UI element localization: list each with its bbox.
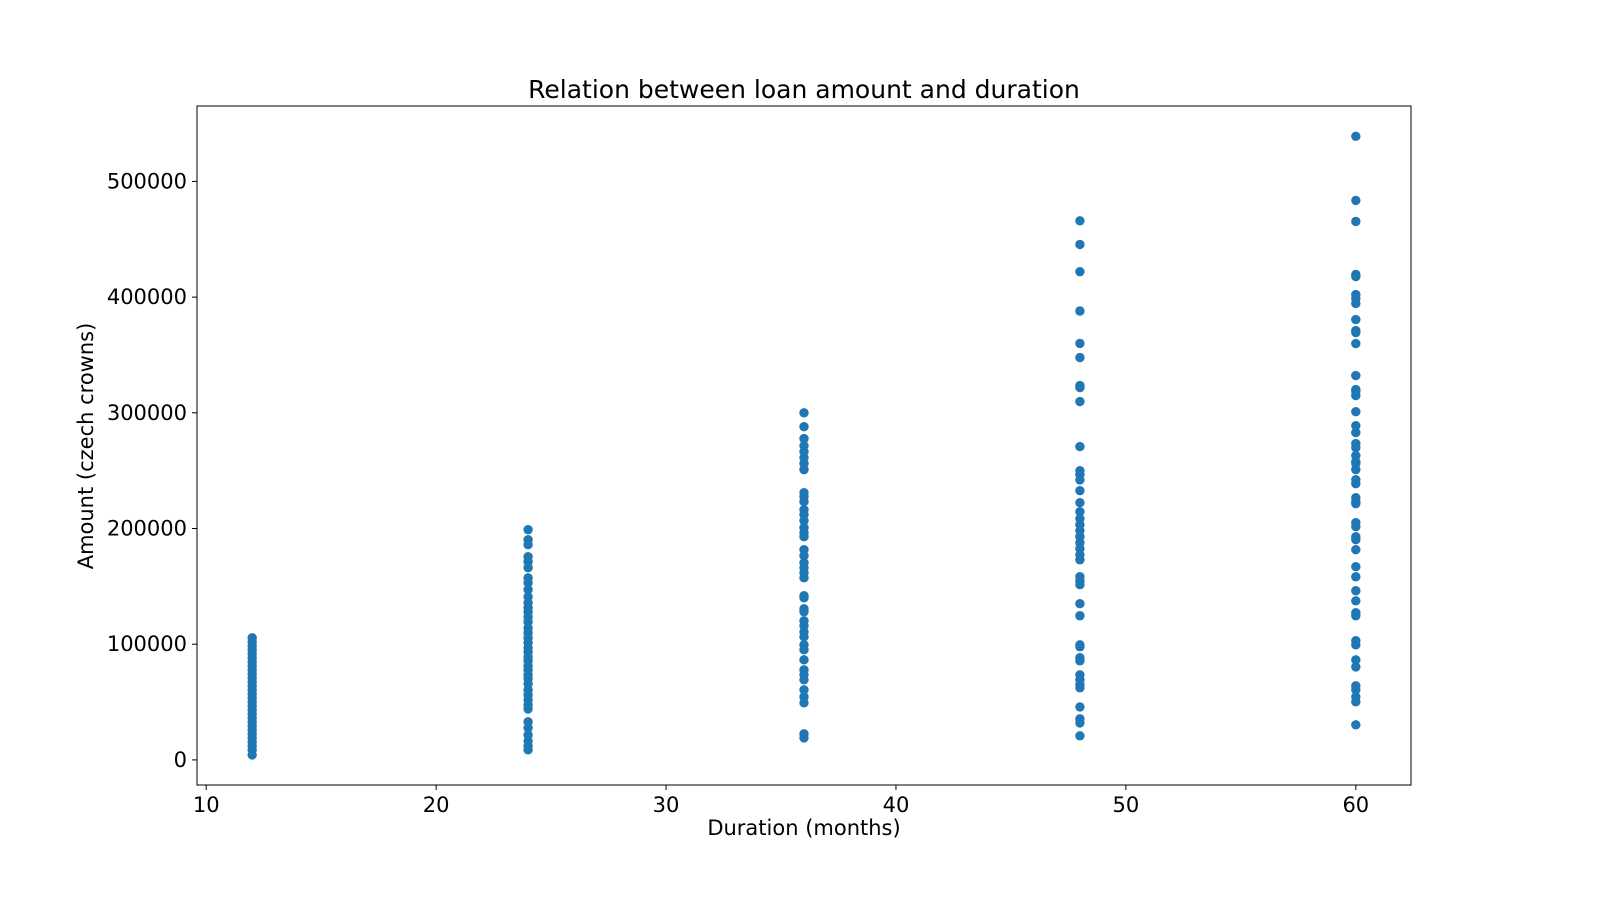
point (799, 516, 809, 526)
point (1075, 718, 1085, 728)
point (1351, 216, 1361, 227)
point (1351, 327, 1361, 338)
point (1075, 555, 1085, 565)
x-tick-label: 30 (653, 793, 680, 817)
point (1351, 338, 1361, 349)
x-tick-label: 50 (1113, 793, 1140, 817)
point (799, 685, 809, 695)
point (1075, 731, 1085, 741)
point (1351, 685, 1361, 695)
point (1075, 611, 1085, 621)
point (799, 655, 809, 665)
point (1075, 498, 1085, 508)
point (1075, 306, 1085, 316)
y-axis-label: Amount (czech crowns) (74, 323, 98, 570)
point (1351, 390, 1361, 401)
x-tick-label: 10 (193, 793, 220, 817)
point (1351, 561, 1361, 572)
point (1351, 521, 1361, 532)
point (1075, 656, 1085, 666)
point (1351, 640, 1361, 650)
point (523, 745, 533, 755)
point (1351, 131, 1361, 142)
point (1075, 338, 1085, 349)
point (1075, 507, 1085, 517)
point (1351, 611, 1361, 621)
chart-title: Relation between loan amount and duratio… (528, 75, 1080, 104)
plot-frame (196, 105, 1412, 786)
point (1351, 314, 1361, 325)
point (799, 733, 809, 743)
point (1351, 271, 1361, 282)
point (799, 408, 809, 418)
point (1351, 498, 1361, 509)
point (1351, 720, 1361, 730)
point (799, 675, 809, 685)
point (799, 632, 809, 642)
x-tick-label: 40 (883, 793, 910, 817)
point (1075, 441, 1085, 452)
y-tick-label: 200000 (107, 517, 187, 541)
point (1075, 702, 1085, 712)
point (1075, 485, 1085, 496)
point (247, 750, 257, 760)
point (1351, 478, 1361, 489)
point (799, 573, 809, 583)
y-tick-label: 100000 (107, 632, 187, 656)
point (799, 421, 809, 432)
point (799, 550, 809, 561)
point (799, 698, 809, 708)
point (1075, 216, 1085, 226)
point (1075, 642, 1085, 652)
point (1075, 396, 1085, 407)
point (799, 607, 809, 617)
point (799, 433, 809, 444)
point (523, 585, 533, 595)
point (1075, 580, 1085, 590)
point (1351, 535, 1361, 545)
x-tick-label: 20 (423, 793, 450, 817)
point (523, 524, 533, 535)
point (1075, 352, 1085, 363)
point (1351, 697, 1361, 707)
point (1351, 464, 1361, 475)
point (1075, 475, 1085, 485)
point (799, 593, 809, 603)
point (1351, 586, 1361, 596)
point (523, 578, 533, 588)
point (523, 704, 533, 714)
point (1075, 683, 1085, 693)
point (1351, 406, 1361, 417)
point (1351, 195, 1361, 206)
point (1351, 596, 1361, 606)
point (1351, 442, 1361, 453)
point (523, 563, 533, 573)
point (1351, 662, 1361, 672)
point (1075, 239, 1085, 250)
point (1075, 599, 1085, 609)
y-tick-label: 0 (174, 748, 187, 772)
point (799, 645, 809, 655)
point (523, 723, 533, 733)
y-tick-label: 400000 (107, 285, 187, 309)
point (799, 464, 809, 475)
point (1351, 370, 1361, 381)
point (1351, 655, 1361, 665)
x-tick-label: 60 (1342, 793, 1369, 817)
point (799, 532, 809, 542)
point (1351, 420, 1361, 431)
point (523, 540, 533, 550)
point (1351, 298, 1361, 309)
point (1075, 266, 1085, 277)
point (1351, 572, 1361, 582)
point (1351, 427, 1361, 438)
point (799, 496, 809, 507)
x-axis-label: Duration (months) (707, 816, 900, 840)
point (1351, 544, 1361, 555)
y-tick-label: 500000 (107, 169, 187, 193)
y-tick-label: 300000 (107, 401, 187, 425)
point (1075, 382, 1085, 393)
